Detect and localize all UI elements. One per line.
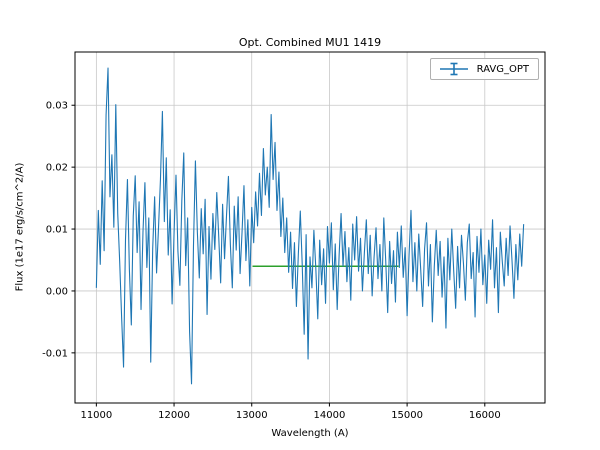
y-tick-label: 0.03: [46, 101, 68, 112]
legend-label: RAVG_OPT: [476, 63, 529, 75]
x-tick-label: 11000: [80, 410, 112, 421]
x-axis-label: Wavelength (A): [271, 428, 349, 439]
y-tick-label: 0.00: [46, 286, 68, 297]
chart-title: Opt. Combined MU1 1419: [238, 36, 382, 49]
x-tick-label: 14000: [314, 410, 346, 421]
y-tick-label: -0.01: [42, 348, 68, 359]
x-tick-label: 12000: [158, 410, 190, 421]
flux-line: [95, 67, 525, 385]
y-tick-label: 0.02: [46, 163, 68, 174]
y-tick-label: 0.01: [46, 225, 68, 236]
y-axis-label: Flux (1e17 erg/s/cm^2/A): [14, 162, 26, 292]
legend: RAVG_OPT: [429, 58, 539, 80]
x-tick-label: 15000: [391, 410, 423, 421]
x-tick-label: 13000: [236, 410, 268, 421]
errorbar-legend-icon: [439, 62, 468, 76]
axes-frame: [74, 51, 546, 404]
x-tick-label: 16000: [469, 410, 501, 421]
